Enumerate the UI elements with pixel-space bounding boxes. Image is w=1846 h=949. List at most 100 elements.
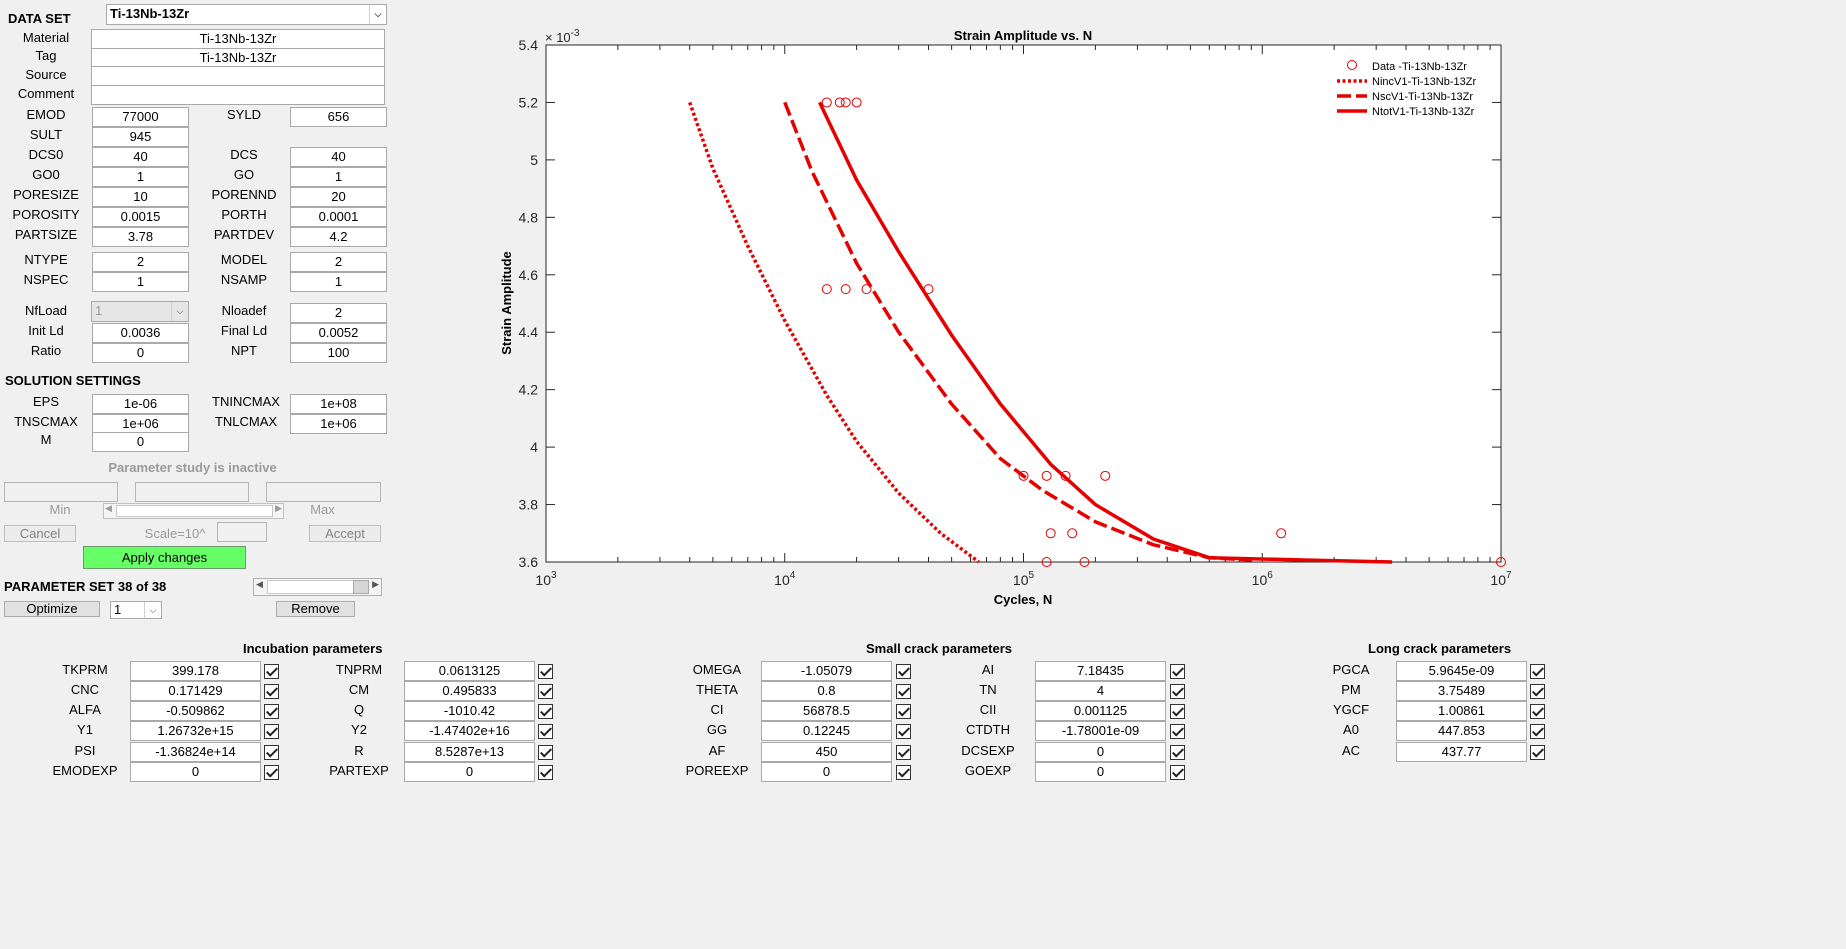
ai-field[interactable]: 7.18435 — [1035, 661, 1166, 681]
af-checkbox[interactable] — [896, 745, 911, 760]
ygcf-checkbox[interactable] — [1530, 704, 1545, 719]
remove-button[interactable]: Remove — [276, 601, 355, 617]
poreexp-field[interactable]: 0 — [761, 762, 892, 782]
scroll-right-icon[interactable]: ▶ — [372, 579, 379, 589]
tn-checkbox[interactable] — [1170, 684, 1185, 699]
scroll-right-icon[interactable]: ▶ — [275, 503, 282, 513]
a0-checkbox[interactable] — [1530, 724, 1545, 739]
pm-checkbox[interactable] — [1530, 684, 1545, 699]
y1-field[interactable]: 1.26732e+15 — [130, 721, 261, 741]
psi-checkbox[interactable] — [264, 745, 279, 760]
r-checkbox[interactable] — [538, 745, 553, 760]
pgca-field[interactable]: 5.9645e-09 — [1396, 661, 1527, 681]
nsamp-field[interactable]: 1 — [290, 272, 387, 292]
emodexp-field[interactable]: 0 — [130, 762, 261, 782]
tkprm-checkbox[interactable] — [264, 664, 279, 679]
npt-field[interactable]: 100 — [290, 343, 387, 363]
finalld-field[interactable]: 0.0052 — [290, 323, 387, 343]
scroll-left-icon[interactable]: ◀ — [256, 579, 263, 589]
goexp-checkbox[interactable] — [1170, 765, 1185, 780]
chevron-down-icon[interactable]: ⌵ — [171, 302, 188, 321]
chevron-down-icon[interactable]: ⌵ — [369, 5, 386, 24]
cnc-checkbox[interactable] — [264, 684, 279, 699]
syld-field[interactable]: 656 — [290, 107, 387, 127]
initld-field[interactable]: 0.0036 — [92, 323, 189, 343]
tnprm-checkbox[interactable] — [538, 664, 553, 679]
go0-field[interactable]: 1 — [92, 167, 189, 187]
tnscmax-field[interactable]: 1e+06 — [92, 414, 189, 434]
ratio-field[interactable]: 0 — [92, 343, 189, 363]
partexp-field[interactable]: 0 — [404, 762, 535, 782]
goexp-field[interactable]: 0 — [1035, 762, 1166, 782]
q-field[interactable]: -1010.42 — [404, 701, 535, 721]
ctdth-field[interactable]: -1.78001e-09 — [1035, 721, 1166, 741]
tkprm-field[interactable]: 399.178 — [130, 661, 261, 681]
chevron-down-icon[interactable]: ⌵ — [144, 602, 161, 618]
y2-checkbox[interactable] — [538, 724, 553, 739]
porosity-field[interactable]: 0.0015 — [92, 207, 189, 227]
poresize-field[interactable]: 10 — [92, 187, 189, 207]
y1-checkbox[interactable] — [264, 724, 279, 739]
tnprm-field[interactable]: 0.0613125 — [404, 661, 535, 681]
dataset-dropdown[interactable]: Ti-13Nb-13Zr ⌵ — [106, 4, 387, 25]
slider-thumb[interactable] — [353, 580, 369, 594]
go-field[interactable]: 1 — [290, 167, 387, 187]
nspec-field[interactable]: 1 — [92, 272, 189, 292]
alfa-checkbox[interactable] — [264, 704, 279, 719]
paramset-slider[interactable]: ◀ ▶ — [253, 578, 382, 596]
porennd-field[interactable]: 20 — [290, 187, 387, 207]
theta-checkbox[interactable] — [896, 684, 911, 699]
sult-field[interactable]: 945 — [92, 127, 189, 147]
alfa-field[interactable]: -0.509862 — [130, 701, 261, 721]
tag-field[interactable]: Ti-13Nb-13Zr — [91, 48, 385, 68]
model-field[interactable]: 2 — [290, 252, 387, 272]
emod-field[interactable]: 77000 — [92, 107, 189, 127]
omega-checkbox[interactable] — [896, 664, 911, 679]
cii-checkbox[interactable] — [1170, 704, 1185, 719]
m-field[interactable]: 0 — [92, 432, 189, 452]
partsize-field[interactable]: 3.78 — [92, 227, 189, 247]
cnc-field[interactable]: 0.171429 — [130, 681, 261, 701]
cii-field[interactable]: 0.001125 — [1035, 701, 1166, 721]
scale-field[interactable] — [217, 522, 267, 542]
omega-field[interactable]: -1.05079 — [761, 661, 892, 681]
ntype-field[interactable]: 2 — [92, 252, 189, 272]
source-field[interactable] — [91, 66, 385, 86]
af-field[interactable]: 450 — [761, 742, 892, 762]
tnlcmax-field[interactable]: 1e+06 — [290, 414, 387, 434]
dcs0-field[interactable]: 40 — [92, 147, 189, 167]
study-param-field[interactable] — [4, 482, 118, 502]
comment-field[interactable] — [91, 85, 385, 105]
slider-thumb[interactable] — [116, 505, 273, 517]
eps-field[interactable]: 1e-06 — [92, 394, 189, 414]
study-slider[interactable]: ◀ ▶ — [103, 503, 284, 519]
study-min-field[interactable] — [135, 482, 249, 502]
optimize-button[interactable]: Optimize — [4, 601, 100, 617]
q-checkbox[interactable] — [538, 704, 553, 719]
dcs-field[interactable]: 40 — [290, 147, 387, 167]
cm-field[interactable]: 0.495833 — [404, 681, 535, 701]
pgca-checkbox[interactable] — [1530, 664, 1545, 679]
emodexp-checkbox[interactable] — [264, 765, 279, 780]
dcsexp-field[interactable]: 0 — [1035, 742, 1166, 762]
ygcf-field[interactable]: 1.00861 — [1396, 701, 1527, 721]
cancel-button[interactable]: Cancel — [4, 525, 76, 542]
material-field[interactable]: Ti-13Nb-13Zr — [91, 29, 385, 49]
nloadef-field[interactable]: 2 — [290, 303, 387, 323]
y2-field[interactable]: -1.47402e+16 — [404, 721, 535, 741]
ai-checkbox[interactable] — [1170, 664, 1185, 679]
gg-checkbox[interactable] — [896, 724, 911, 739]
porth-field[interactable]: 0.0001 — [290, 207, 387, 227]
tn-field[interactable]: 4 — [1035, 681, 1166, 701]
ci-field[interactable]: 56878.5 — [761, 701, 892, 721]
ac-checkbox[interactable] — [1530, 745, 1545, 760]
ctdth-checkbox[interactable] — [1170, 724, 1185, 739]
r-field[interactable]: 8.5287e+13 — [404, 742, 535, 762]
dcsexp-checkbox[interactable] — [1170, 745, 1185, 760]
a0-field[interactable]: 447.853 — [1396, 721, 1527, 741]
gg-field[interactable]: 0.12245 — [761, 721, 892, 741]
theta-field[interactable]: 0.8 — [761, 681, 892, 701]
ci-checkbox[interactable] — [896, 704, 911, 719]
psi-field[interactable]: -1.36824e+14 — [130, 742, 261, 762]
tnincmax-field[interactable]: 1e+08 — [290, 394, 387, 414]
